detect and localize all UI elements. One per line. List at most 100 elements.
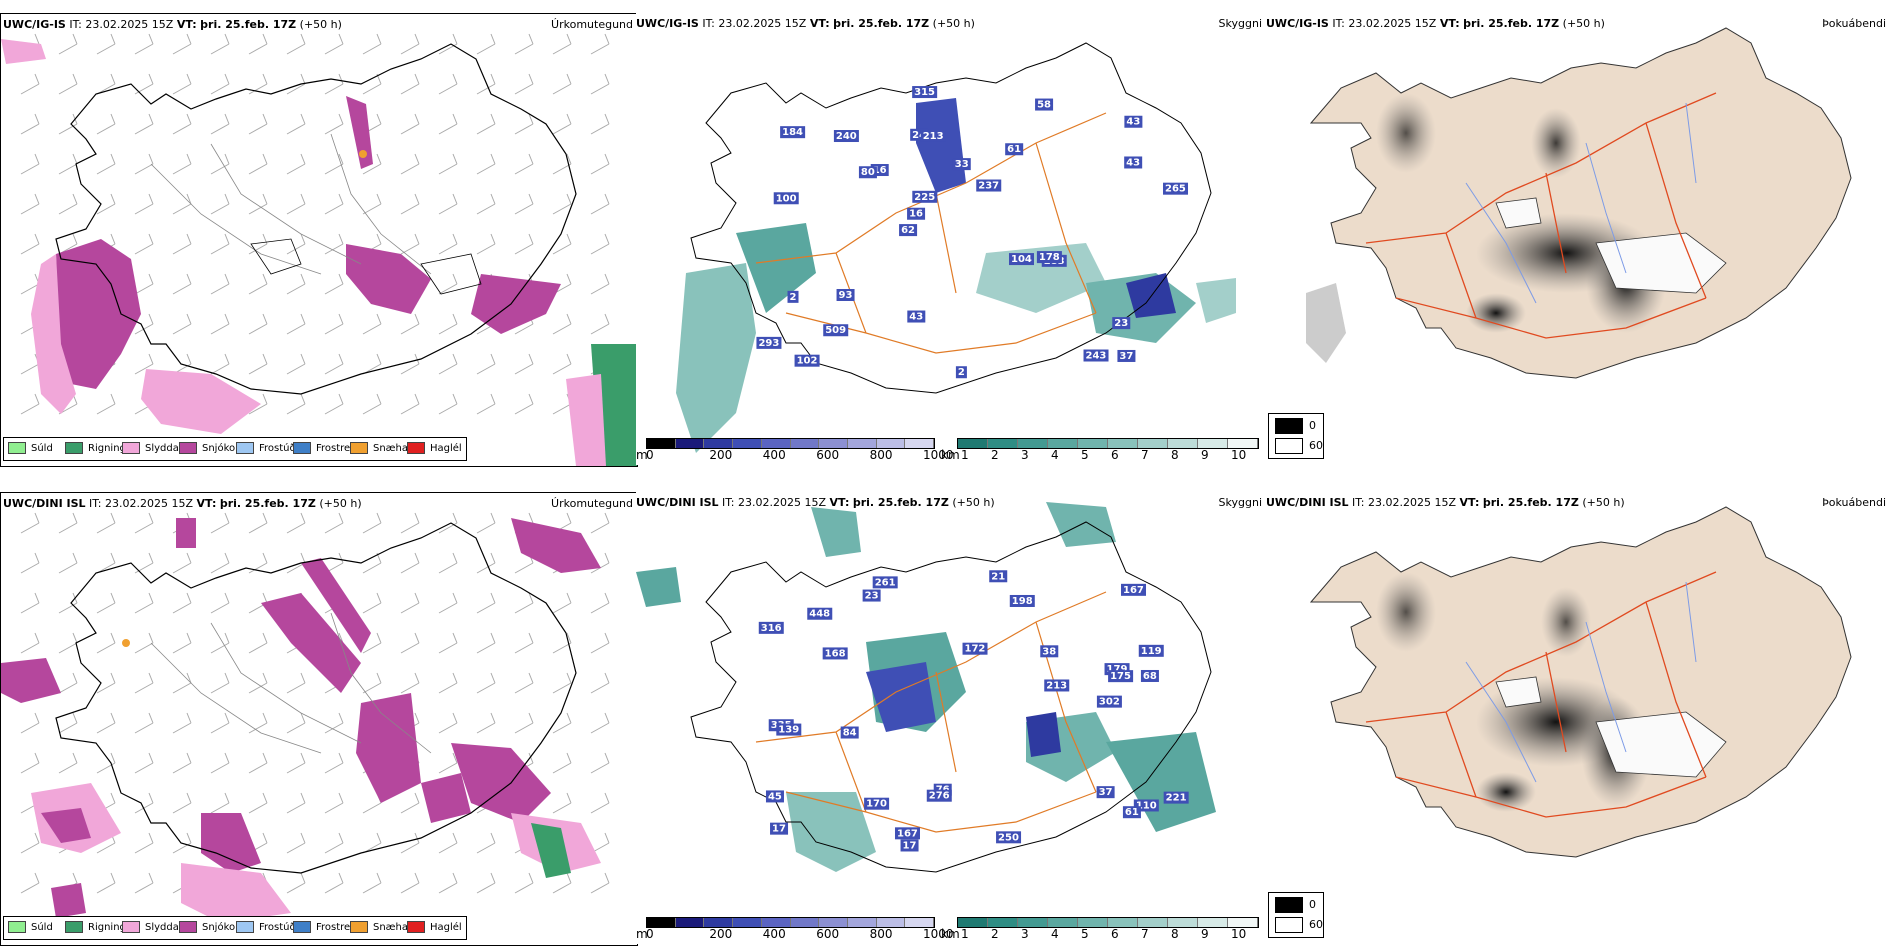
wind-barb bbox=[590, 33, 610, 55]
colorbar-tick: 9 bbox=[1201, 927, 1209, 941]
cloud-base-label-bg bbox=[1138, 644, 1164, 657]
wind-barb bbox=[552, 672, 572, 694]
colorbar-tick: 8 bbox=[1171, 927, 1179, 941]
colorbar-swatch bbox=[905, 439, 935, 448]
cloud-base-label: 58 bbox=[1037, 100, 1051, 111]
cloud-base-label: 315 bbox=[914, 87, 935, 98]
panel-title: UWC/DINI ISL IT: 23.02.2025 15Z VT: þri.… bbox=[1266, 496, 1625, 509]
wind-barb bbox=[210, 113, 230, 135]
cloud-base-label-bg bbox=[770, 822, 789, 835]
wind-barb bbox=[552, 632, 572, 654]
wind-barb bbox=[590, 752, 610, 774]
wind-barb bbox=[210, 712, 230, 734]
colorbar-tick: 600 bbox=[816, 927, 840, 941]
cloud-base-label-bg bbox=[900, 839, 919, 852]
cloud-base-label: 16 bbox=[909, 209, 923, 220]
wind-barb bbox=[58, 193, 78, 215]
vis-unit: km bbox=[941, 927, 960, 941]
wind-barb bbox=[590, 672, 610, 694]
field-name: Skyggni bbox=[1218, 17, 1262, 30]
wind-barb bbox=[324, 33, 344, 55]
legend-item-súld: Súld bbox=[8, 442, 53, 454]
wind-barb bbox=[134, 632, 154, 654]
colorbar-tick: 9 bbox=[1201, 448, 1209, 462]
legend-label: Frostúði bbox=[259, 443, 299, 454]
wind-barb bbox=[96, 153, 116, 175]
snow-area-nw bbox=[1, 39, 46, 64]
wind-barb bbox=[286, 113, 306, 135]
legend-label: Súld bbox=[31, 922, 53, 933]
wind-barb bbox=[400, 313, 420, 335]
colorbar-swatch bbox=[876, 918, 906, 927]
panel-title: UWC/IG-IS IT: 23.02.2025 15Z VT: þri. 25… bbox=[636, 17, 975, 30]
wind-barb bbox=[476, 872, 496, 894]
cloud-base-label-bg bbox=[907, 310, 926, 323]
cloud-base-label: 17 bbox=[772, 824, 786, 835]
colorbar-swatch bbox=[704, 918, 734, 927]
map-canvas: 3710043626110224332162935092132372831843… bbox=[676, 42, 1236, 453]
wind-barb bbox=[286, 512, 306, 534]
legend-swatch bbox=[122, 442, 140, 454]
wind-barb bbox=[590, 872, 610, 894]
wind-barb bbox=[476, 393, 496, 415]
cloud-base-label: 172 bbox=[965, 644, 986, 655]
wind-barb bbox=[134, 73, 154, 95]
wind-barb bbox=[438, 832, 458, 854]
wind-barb bbox=[552, 233, 572, 255]
cloud-base-label: 250 bbox=[998, 832, 1019, 843]
wind-barb bbox=[210, 273, 230, 295]
colorbar-swatch bbox=[647, 439, 676, 448]
wind-barb bbox=[552, 872, 572, 894]
wind-barb bbox=[476, 73, 496, 95]
wind-barb bbox=[590, 193, 610, 215]
wind-barb bbox=[514, 73, 534, 95]
low-cloud-north bbox=[916, 98, 966, 193]
wind-barb bbox=[134, 113, 154, 135]
colorbar-tick: 3 bbox=[1021, 927, 1029, 941]
colorbar-tick: 4 bbox=[1051, 448, 1059, 462]
wind-barb bbox=[134, 233, 154, 255]
wind-barb bbox=[438, 872, 458, 894]
wind-barb bbox=[286, 832, 306, 854]
cloud-base-label-bg bbox=[756, 336, 782, 349]
fog-indicator-map-iGIS: UWC/IG-IS IT: 23.02.2025 15Z VT: þri. 25… bbox=[1266, 13, 1900, 465]
wind-barb bbox=[476, 592, 496, 614]
fog-legend-row: 0 bbox=[1275, 418, 1316, 434]
cloud-ticks: 0 200 400 600 800 1000 bbox=[646, 927, 954, 942]
wind-barb bbox=[210, 353, 230, 375]
cloud-base-label: 240 bbox=[836, 131, 857, 142]
cloud-base-label: 37 bbox=[1099, 787, 1113, 798]
snow-area-southeast bbox=[451, 743, 551, 823]
wind-barb bbox=[438, 113, 458, 135]
colorbar-swatch bbox=[905, 918, 935, 927]
wind-barb bbox=[134, 872, 154, 894]
wind-barb bbox=[438, 73, 458, 95]
wind-barb bbox=[286, 552, 306, 574]
map-canvas bbox=[1306, 27, 1852, 379]
rivers-roads bbox=[150, 612, 432, 754]
legend-label: Frostúði bbox=[259, 922, 299, 933]
map-canvas bbox=[1, 33, 637, 466]
wind-barb bbox=[172, 233, 192, 255]
land-area bbox=[1309, 27, 1852, 379]
legend-swatch bbox=[236, 442, 254, 454]
colorbar-tick: 7 bbox=[1141, 927, 1149, 941]
fog-high-4 bbox=[1376, 572, 1436, 652]
legend-item-rigning: Rigning bbox=[65, 442, 126, 454]
fog-area-right bbox=[1196, 278, 1236, 323]
cloud-base-label: 93 bbox=[839, 290, 853, 301]
legend-swatch bbox=[407, 442, 425, 454]
field-name: Þokuábendi bbox=[1822, 17, 1886, 30]
cloud-base-label: 184 bbox=[782, 127, 803, 138]
wind-barb bbox=[210, 552, 230, 574]
wind-barb bbox=[134, 712, 154, 734]
fog-legend-row: 60 bbox=[1275, 438, 1323, 454]
field-name: Úrkomutegund bbox=[551, 18, 633, 31]
legend-label: Haglél bbox=[430, 922, 462, 933]
cloud-base-label: 243 bbox=[1086, 351, 1107, 362]
cloud-base-label: 2 bbox=[958, 367, 965, 378]
wind-barb bbox=[590, 113, 610, 135]
legend-item-slydda: Slydda bbox=[122, 442, 179, 454]
cloud-base-label-bg bbox=[1096, 786, 1115, 799]
wind-barb bbox=[20, 113, 40, 135]
